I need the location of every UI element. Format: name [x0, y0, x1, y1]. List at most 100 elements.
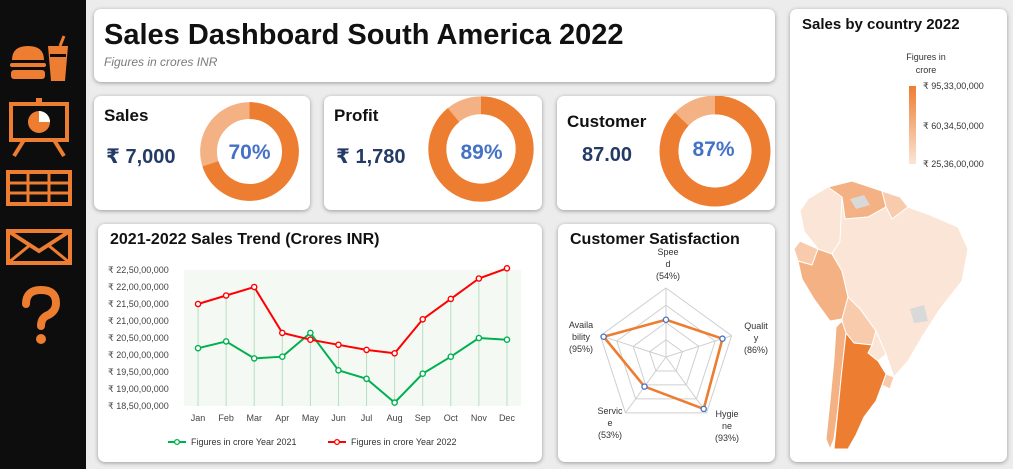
donut-fill	[428, 96, 534, 202]
data-point	[391, 350, 398, 357]
kpi-percent: 89%	[460, 141, 503, 164]
x-tick-label: Aug	[387, 413, 403, 423]
data-point	[307, 329, 314, 337]
profit-donut-chart	[428, 96, 534, 202]
country-no-data	[850, 195, 870, 209]
x-tick-label: Sep	[415, 413, 431, 423]
x-tick-label: Apr	[275, 413, 289, 423]
legend-marker	[333, 438, 341, 446]
series-line	[197, 331, 508, 404]
radar-grid	[632, 321, 700, 386]
y-tick-label: ₹ 18,50,00,000	[108, 401, 169, 411]
sales-trend-card: 2021-2022 Sales Trend (Crores INR) ₹ 22,…	[98, 224, 542, 462]
country-argentina	[833, 331, 887, 450]
kpi-label: Profit	[334, 106, 379, 125]
food-icon[interactable]	[6, 34, 72, 84]
map-legend-min: ₹ 25,36,00,000	[923, 159, 984, 169]
mail-icon[interactable]	[6, 229, 72, 279]
data-point	[194, 300, 202, 308]
satisfaction-radar-chart: Spee d (54%) Qualit y (86%) Hygie ne (93%) Servic…	[569, 247, 768, 443]
radar-series	[601, 318, 725, 411]
radar-axis-label: (54%)	[656, 271, 680, 281]
data-point	[335, 341, 342, 349]
data-point	[503, 336, 511, 343]
data-point	[250, 283, 258, 291]
data-point	[250, 355, 258, 362]
x-tick-label: Jul	[361, 413, 373, 423]
data-point	[307, 336, 314, 343]
data-point	[503, 265, 511, 272]
x-tick-label: Oct	[444, 413, 459, 423]
data-point	[447, 353, 455, 360]
legend-label: Figures in crore Year 2021	[191, 437, 297, 447]
kpi-label: Customer	[567, 112, 647, 131]
kpi-value: ₹ 7,000	[106, 146, 176, 168]
radar-point	[700, 405, 707, 413]
country-no-data	[910, 305, 928, 323]
map-legend-title-line: crore	[915, 65, 937, 75]
legend-marker	[173, 438, 181, 446]
help-icon[interactable]	[16, 285, 66, 346]
radar-axis-label: Availa	[569, 320, 593, 330]
data-point	[475, 275, 483, 282]
data-point	[222, 338, 230, 345]
kpi-value: ₹ 1,780	[336, 146, 406, 168]
radar-grid	[649, 339, 683, 372]
radar-axis-label: ne	[722, 421, 732, 431]
sales-trend-title: 2021-2022 Sales Trend (Crores INR)	[110, 231, 380, 248]
data-point	[363, 375, 370, 383]
donut-fill	[659, 96, 771, 207]
map-legend-title-line: Figures in	[906, 52, 946, 62]
table-icon[interactable]	[6, 170, 72, 220]
y-tick-label: ₹ 19,00,00,000	[108, 384, 169, 394]
data-point	[475, 334, 483, 342]
kpi-value: 87.00	[582, 144, 633, 166]
kpi-percent: 87%	[692, 138, 735, 161]
kpi-card-sales: Sales ₹ 7,000 70%	[94, 96, 310, 210]
y-tick-label: ₹ 22,00,00,000	[108, 282, 169, 292]
radar-axis-label: Hygie	[715, 409, 738, 419]
data-point	[278, 353, 286, 360]
x-tick-label: Nov	[471, 413, 488, 423]
page-subtitle: Figures in crores INR	[104, 55, 218, 69]
kpi-label: Sales	[104, 106, 149, 125]
south-america-map	[793, 180, 969, 451]
data-point	[335, 366, 342, 374]
country-brazil	[831, 196, 969, 378]
map-title: Sales by country 2022	[802, 16, 960, 33]
x-tick-label: May	[302, 413, 320, 423]
radar-point	[600, 333, 607, 340]
data-point	[419, 316, 427, 323]
radar-point	[641, 383, 648, 390]
customer-donut-chart	[659, 96, 771, 207]
data-point	[278, 329, 286, 337]
series-line	[197, 267, 508, 355]
x-tick-label: Dec	[499, 413, 516, 423]
sidebar	[0, 0, 86, 469]
radar-grid	[599, 287, 733, 414]
presentation-icon[interactable]	[6, 98, 72, 158]
satisfaction-title: Customer Satisfaction	[570, 231, 740, 248]
radar-axis-label: Servic	[597, 406, 623, 416]
y-tick-label: ₹ 19,50,00,000	[108, 367, 169, 377]
sales-donut-chart	[200, 102, 299, 201]
map-legend-mid: ₹ 60,34,50,000	[923, 121, 984, 131]
data-point	[391, 399, 398, 406]
radar-point	[719, 335, 726, 342]
radar-point	[662, 316, 670, 323]
title-card: Sales Dashboard South America 2022 Figur…	[94, 9, 775, 82]
satisfaction-card: Customer Satisfaction Spee d (54%) Qualit y (…	[558, 224, 775, 462]
y-tick-label: ₹ 20,50,00,000	[108, 333, 169, 343]
radar-spoke	[665, 356, 707, 414]
radar-axis-label: (95%)	[569, 344, 593, 354]
radar-axis-label: e	[607, 418, 612, 428]
map-legend-title: Figures in crore	[900, 51, 952, 77]
y-tick-label: ₹ 20,00,00,000	[108, 350, 169, 360]
data-point	[222, 292, 230, 299]
y-tick-label: ₹ 22,50,00,000	[108, 265, 169, 275]
map-card: Sales by country 2022 Figures in crore ₹…	[790, 9, 1007, 462]
x-tick-label: Mar	[246, 413, 262, 423]
legend-label: Figures in crore Year 2022	[351, 437, 457, 447]
radar-axis-label: bility	[572, 332, 591, 342]
kpi-percent: 70%	[228, 141, 271, 164]
